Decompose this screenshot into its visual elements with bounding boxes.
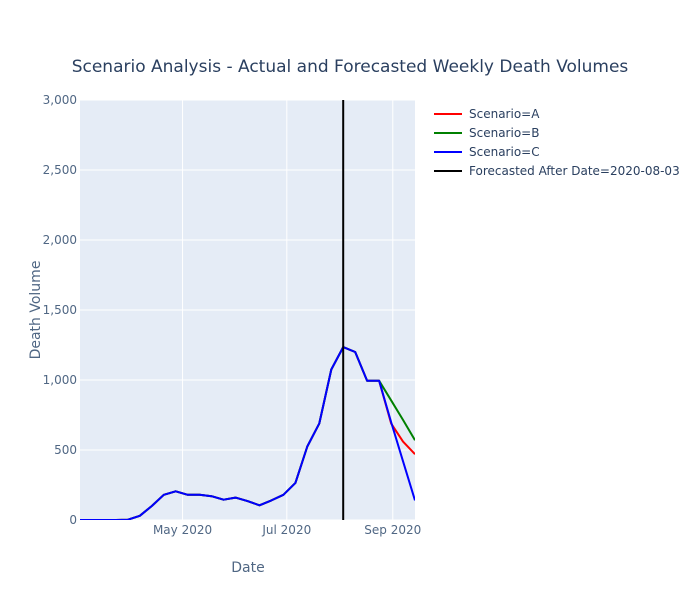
y-tick-label: 0: [69, 513, 77, 527]
x-axis-title: Date: [231, 560, 264, 576]
legend-item-label[interactable]: Scenario=C: [469, 145, 540, 159]
legend-item-label[interactable]: Scenario=B: [469, 126, 539, 140]
grid-lines: [80, 99, 415, 521]
series-line-2: [80, 346, 415, 520]
x-axis-ticks: May 2020 Jul 2020 Sep 2020: [153, 523, 421, 537]
legend-item-label[interactable]: Forecasted After Date=2020-08-03: [469, 164, 680, 178]
y-axis-ticks: 0 500 1,000 1,500 2,000 2,500 3,000: [43, 93, 77, 527]
y-axis-title: Death Volume: [28, 261, 44, 360]
x-tick-label: May 2020: [153, 523, 212, 537]
x-tick-label: Jul 2020: [261, 523, 311, 537]
legend[interactable]: Scenario=A Scenario=B Scenario=C Forecasted…: [434, 107, 680, 178]
y-tick-label: 1,500: [43, 303, 77, 317]
y-tick-label: 1,000: [43, 373, 77, 387]
y-tick-label: 2,000: [43, 233, 77, 247]
series-lines: [80, 100, 415, 520]
x-tick-label: Sep 2020: [364, 523, 421, 537]
y-tick-label: 3,000: [43, 93, 77, 107]
y-tick-label: 2,500: [43, 163, 77, 177]
chart-title: Scenario Analysis - Actual and Forecaste…: [72, 57, 629, 77]
legend-item-label[interactable]: Scenario=A: [469, 107, 540, 121]
y-tick-label: 500: [54, 443, 77, 457]
